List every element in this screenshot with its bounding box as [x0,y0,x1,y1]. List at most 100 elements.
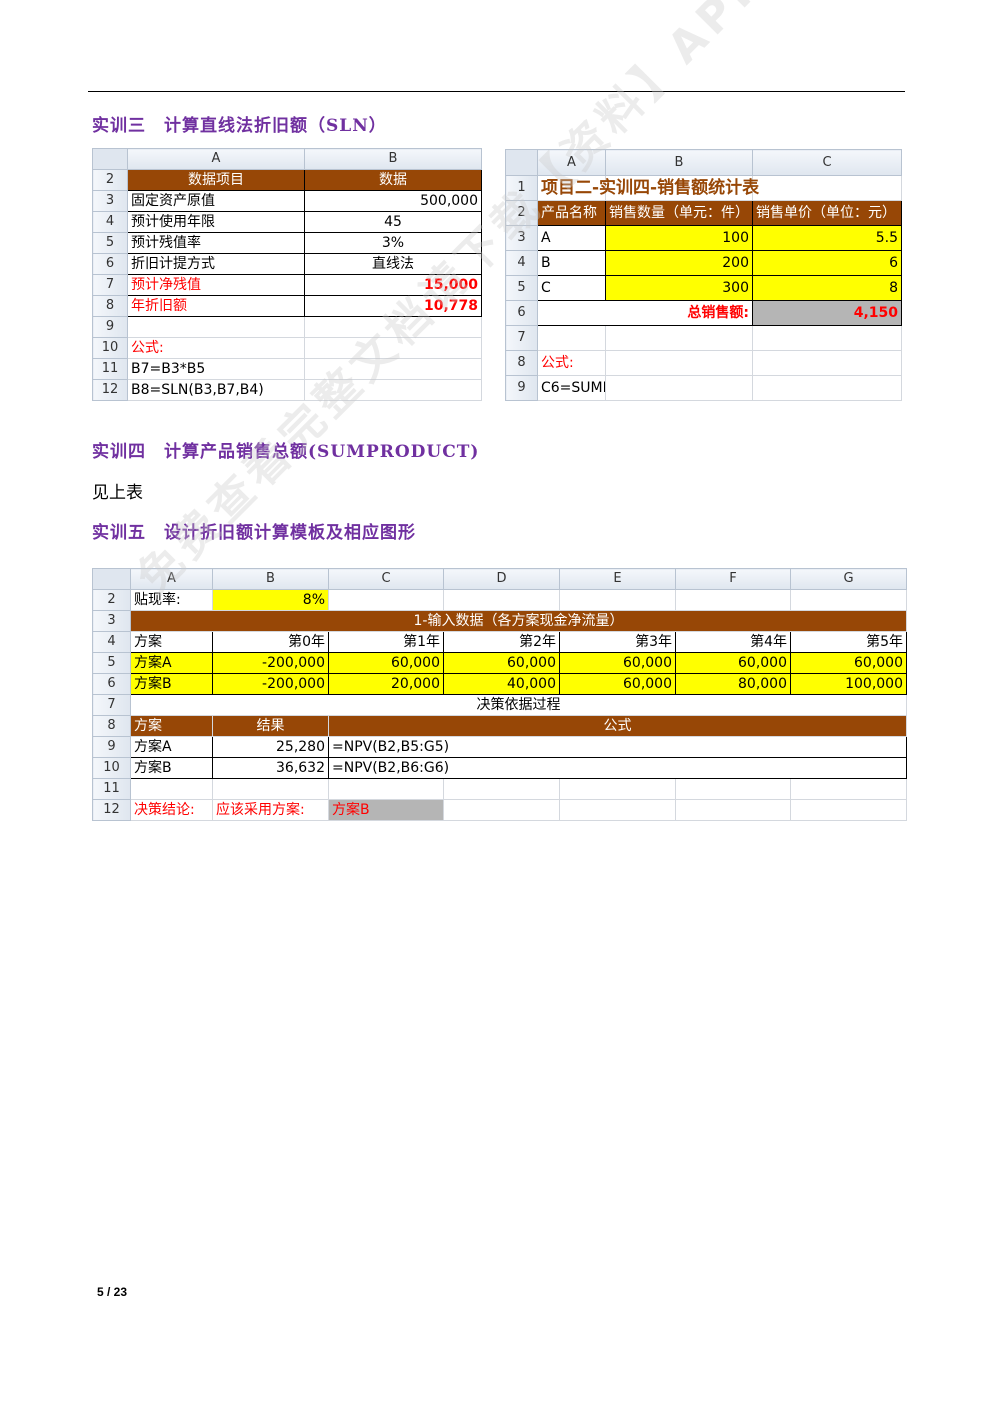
cell-A12[interactable]: B8=SLN(B3,B7,B4) [127,379,305,401]
cell-E2[interactable] [559,589,676,611]
cell-A10[interactable]: 公式: [127,337,305,359]
cell-A12[interactable]: 决策结论: [130,799,213,821]
cell-C7[interactable] [752,325,902,351]
cell-E12[interactable] [559,799,676,821]
cell-G11[interactable] [790,778,907,800]
cell-A8[interactable]: 方案 [130,715,213,737]
cell-A1[interactable]: 项目二-实训四-销售额统计表 [537,175,759,201]
cell-C5[interactable]: 8 [752,275,902,301]
column-header-D[interactable]: D [443,568,560,590]
select-all-corner[interactable] [92,148,128,170]
cell-C5[interactable]: 60,000 [328,652,444,674]
cell-C6[interactable]: 20,000 [328,673,444,695]
cell-A2[interactable]: 产品名称 [537,200,606,226]
cell-B9[interactable]: 25,280 [212,736,329,758]
column-header-C[interactable]: C [328,568,444,590]
row-header[interactable]: 8 [505,350,538,376]
cell-C11[interactable] [328,778,444,800]
cell-A9[interactable]: 方案A [130,736,213,758]
cell-F5[interactable]: 60,000 [675,652,791,674]
column-header-B[interactable]: B [304,148,482,170]
cell-A10[interactable]: 方案B [130,757,213,779]
cell-B5[interactable]: 3% [304,232,482,254]
cell-B7[interactable] [605,325,753,351]
cell-B8[interactable]: 10,778 [304,295,482,317]
cell-A5[interactable]: 预计残值率 [127,232,305,254]
cell-A2[interactable]: 贴现率: [130,589,213,611]
row-header[interactable]: 8 [92,715,131,737]
row-header[interactable]: 5 [92,232,128,254]
row-header[interactable]: 11 [92,358,128,380]
cell-C1[interactable] [752,175,902,201]
row-header[interactable]: 7 [92,274,128,296]
cell-A8[interactable]: 公式: [537,350,606,376]
cell-C9[interactable] [752,375,902,401]
cell-C8[interactable] [752,350,902,376]
cell-A6[interactable]: 折旧计提方式 [127,253,305,275]
cell-C9[interactable]: =NPV(B2,B5:G5) [328,736,907,758]
cell-F4[interactable]: 第4年 [675,631,791,653]
column-header-C[interactable]: C [752,149,902,176]
cell-B9[interactable] [304,316,482,338]
column-header-E[interactable]: E [559,568,676,590]
row-header[interactable]: 5 [505,275,538,301]
select-all-corner[interactable] [92,568,131,590]
column-header-B[interactable]: B [212,568,329,590]
row-header[interactable]: 2 [92,589,131,611]
cell-A11[interactable] [130,778,213,800]
column-header-F[interactable]: F [675,568,791,590]
cell-A9[interactable]: C6=SUMPRODUCT(B3:B5,C3:C5) [537,375,606,401]
cell-A4[interactable]: 预计使用年限 [127,211,305,233]
column-header-B[interactable]: B [605,149,753,176]
row-header[interactable]: 12 [92,379,128,401]
cell-B11[interactable] [304,358,482,380]
cell-A6[interactable]: 方案B [130,673,213,695]
cell-F11[interactable] [675,778,791,800]
row-header[interactable]: 4 [505,250,538,276]
row-header[interactable]: 9 [92,316,128,338]
cell-D6[interactable]: 40,000 [443,673,560,695]
cell-B8[interactable] [605,350,753,376]
cell-G4[interactable]: 第5年 [790,631,907,653]
cell-A7[interactable]: 预计净残值 [127,274,305,296]
cell-A4[interactable]: 方案 [130,631,213,653]
cell-F2[interactable] [675,589,791,611]
row-header[interactable]: 9 [505,375,538,401]
cell-G2[interactable] [790,589,907,611]
row-header[interactable]: 8 [92,295,128,317]
cell-A7[interactable] [537,325,606,351]
cell-C4[interactable]: 第1年 [328,631,444,653]
cell-B7[interactable]: 15,000 [304,274,482,296]
cell-C12[interactable]: 方案B [328,799,444,821]
cell-C3[interactable]: 5.5 [752,225,902,251]
cell-B8[interactable]: 结果 [212,715,329,737]
cell-C6[interactable]: 4,150 [752,300,902,326]
cell-C8[interactable]: 公式 [328,715,907,737]
cell-B12[interactable]: 应该采用方案: [212,799,329,821]
cell-A8[interactable]: 年折旧额 [127,295,305,317]
cell-B6[interactable]: -200,000 [212,673,329,695]
cell-E6[interactable]: 60,000 [559,673,676,695]
row-header[interactable]: 10 [92,757,131,779]
cell-B2[interactable]: 数据 [304,169,482,191]
cell-C4[interactable]: 6 [752,250,902,276]
cell-G5[interactable]: 60,000 [790,652,907,674]
row-header[interactable]: 2 [92,169,128,191]
column-header-A[interactable]: A [130,568,213,590]
cell-E11[interactable] [559,778,676,800]
cell-A2[interactable]: 数据项目 [127,169,305,191]
row-header[interactable]: 11 [92,778,131,800]
row-header[interactable]: 3 [92,190,128,212]
cell-G6[interactable]: 100,000 [790,673,907,695]
row-header[interactable]: 4 [92,211,128,233]
cell-F12[interactable] [675,799,791,821]
cell-B5[interactable]: -200,000 [212,652,329,674]
row-header[interactable]: 4 [92,631,131,653]
row-header[interactable]: 6 [505,300,538,326]
cell-B2[interactable]: 销售数量（单元：件） [605,200,753,226]
cell-D5[interactable]: 60,000 [443,652,560,674]
cell-A3[interactable]: 1-输入数据（各方案现金净流量） [130,610,907,632]
cell-B5[interactable]: 300 [605,275,753,301]
cell-A9[interactable] [127,316,305,338]
cell-G12[interactable] [790,799,907,821]
